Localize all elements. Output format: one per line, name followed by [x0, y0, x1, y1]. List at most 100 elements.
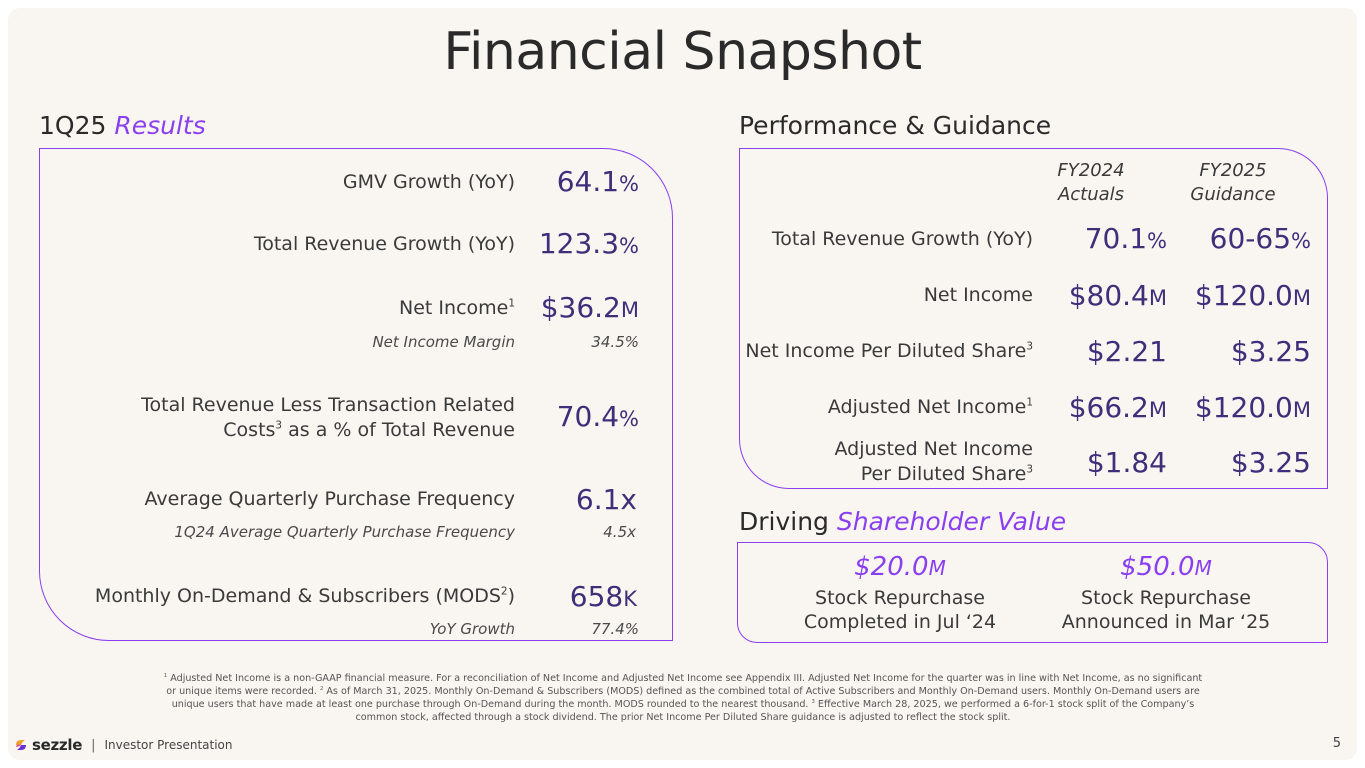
logo-text: sezzle: [32, 736, 83, 754]
shareholder-heading: Driving Shareholder Value: [739, 507, 1066, 536]
row-label: Net Income1: [399, 296, 515, 321]
value-unit: %: [619, 172, 639, 196]
column-header-line-2: Actuals: [1057, 184, 1125, 205]
label-text: Adjusted Net Income: [827, 396, 1027, 418]
row-sub-value: 77.4%: [591, 620, 639, 638]
label-line-2: Per Diluted Share3: [835, 462, 1033, 487]
footer-separator: |: [91, 737, 96, 753]
row-label: Total Revenue Less Transaction Related C…: [141, 393, 515, 443]
page-title: Financial Snapshot: [443, 22, 922, 82]
value-number: 60-65: [1209, 222, 1292, 255]
value-unit: M: [620, 298, 639, 322]
label-line-1: Total Revenue Less Transaction Related: [141, 394, 515, 416]
perf-value-fy2024: $80.4M: [1069, 279, 1167, 315]
row-value: 123.3%: [539, 227, 639, 263]
row-value: $36.2M: [541, 291, 639, 327]
row-sub-value: 34.5%: [591, 333, 639, 351]
row-sub-label: YoY Growth: [429, 620, 515, 638]
perf-value-fy2024: $1.84: [1086, 446, 1167, 479]
repurchase-desc-completed: Stock Repurchase Completed in Jul ‘24: [770, 586, 1030, 634]
perf-value-fy2024: 70.1%: [1085, 222, 1167, 258]
value-number: 64.1: [556, 165, 620, 198]
value-unit: M: [1292, 286, 1311, 310]
sezzle-logo-icon: [16, 740, 26, 750]
perf-value-fy2025: 60-65%: [1210, 222, 1311, 258]
page-number: 5: [1332, 736, 1341, 751]
label-text-end: ): [507, 585, 515, 607]
value-number: $36.2: [540, 291, 621, 324]
desc-line-2: Completed in Jul ‘24: [803, 611, 997, 633]
footnote-ref: 3: [275, 419, 283, 432]
perf-value-fy2025: $120.0M: [1195, 279, 1311, 315]
perf-row-label-adj-eps: Adjusted Net Income Per Diluted Share3: [835, 437, 1034, 487]
footnote-text: Effective March 28, 2025, we performed a…: [355, 699, 1195, 723]
perf-value-fy2024: $2.21: [1086, 335, 1167, 368]
label-text: Per Diluted Share: [860, 463, 1027, 485]
performance-heading: Performance & Guidance: [739, 111, 1052, 140]
value-unit: %: [1291, 229, 1311, 253]
results-panel: GMV Growth (YoY) 64.1% Total Revenue Gro…: [39, 148, 673, 641]
shareholder-heading-accent: Shareholder Value: [836, 507, 1067, 536]
perf-row-label-eps: Net Income Per Diluted Share3: [745, 339, 1033, 364]
label-text: Net Income: [399, 297, 509, 319]
row-value: 658K: [570, 580, 637, 616]
label-text: Costs: [223, 419, 276, 441]
footnote-mark: 1: [163, 672, 168, 679]
value-number: $120.0: [1194, 391, 1293, 424]
value-unit: M: [1148, 286, 1167, 310]
shareholder-panel: $20.0M Stock Repurchase Completed in Jul…: [737, 542, 1328, 643]
footnote: 1 Adjusted Net Income is a non-GAAP fina…: [158, 672, 1208, 724]
repurchase-desc-announced: Stock Repurchase Announced in Mar ‘25: [1036, 586, 1296, 634]
value-number: 70.1: [1084, 222, 1148, 255]
row-sub-label: Net Income Margin: [372, 333, 515, 351]
slide: Financial Snapshot 1Q25 Results GMV Grow…: [8, 8, 1357, 760]
desc-line-2: Announced in Mar ‘25: [1061, 611, 1271, 633]
results-heading-plain: 1Q25: [39, 111, 115, 140]
value-number: 123.3: [538, 227, 620, 260]
amount-unit: M: [1194, 556, 1212, 580]
row-sub-value: 4.5x: [603, 523, 636, 541]
footnote-text: Adjusted Net Income is a non-GAAP financ…: [166, 673, 1203, 697]
footnote-ref: 1: [508, 297, 515, 310]
label-line-2: Costs3 as a % of Total Revenue: [141, 418, 515, 443]
results-heading: 1Q25 Results: [39, 111, 206, 140]
footnote-mark: 3: [811, 698, 815, 705]
value-unit: %: [1147, 229, 1167, 253]
row-label: Monthly On-Demand & Subscribers (MODS2): [95, 584, 515, 609]
row-value: 64.1%: [557, 165, 639, 201]
footnote-ref: 3: [1026, 340, 1033, 353]
footnote-ref: 3: [1026, 463, 1033, 476]
column-header-fy2025: FY2025 Guidance: [1173, 159, 1293, 207]
footnote-ref: 1: [1026, 396, 1033, 409]
value-unit: %: [619, 407, 639, 431]
label-line-1: Adjusted Net Income: [834, 438, 1034, 460]
column-header-line-2: Guidance: [1190, 184, 1276, 205]
column-header-line-1: FY2025: [1199, 160, 1267, 181]
footnote-mark: 2: [319, 685, 324, 692]
row-label: GMV Growth (YoY): [342, 171, 515, 193]
value-number: $80.4: [1068, 279, 1149, 312]
label-text: Net Income Per Diluted Share: [745, 340, 1027, 362]
footer-label: Investor Presentation: [104, 738, 233, 752]
footnote-ref: 2: [500, 585, 508, 598]
desc-line-1: Stock Repurchase: [815, 587, 985, 609]
amount-number: $20.0: [854, 552, 929, 582]
row-value: 70.4%: [557, 400, 639, 436]
label-text: Monthly On-Demand & Subscribers (MODS: [94, 585, 501, 607]
footer-brand: sezzle | Investor Presentation: [14, 736, 233, 754]
perf-value-fy2025: $3.25: [1230, 446, 1311, 479]
value-unit: %: [619, 234, 639, 258]
perf-value-fy2024: $66.2M: [1069, 391, 1167, 427]
value-unit: M: [1148, 398, 1167, 422]
amount-number: $50.0: [1120, 552, 1195, 582]
label-text-rest: as a % of Total Revenue: [282, 419, 515, 441]
amount-unit: M: [928, 556, 946, 580]
row-sub-label: 1Q24 Average Quarterly Purchase Frequenc…: [174, 523, 515, 541]
results-heading-accent: Results: [114, 111, 206, 140]
value-unit: M: [1292, 398, 1311, 422]
value-number: $120.0: [1194, 279, 1293, 312]
repurchase-amount-announced: $50.0M: [1046, 552, 1286, 582]
row-label: Total Revenue Growth (YoY): [253, 233, 515, 255]
perf-value-fy2025: $3.25: [1230, 335, 1311, 368]
perf-value-fy2025: $120.0M: [1195, 391, 1311, 427]
